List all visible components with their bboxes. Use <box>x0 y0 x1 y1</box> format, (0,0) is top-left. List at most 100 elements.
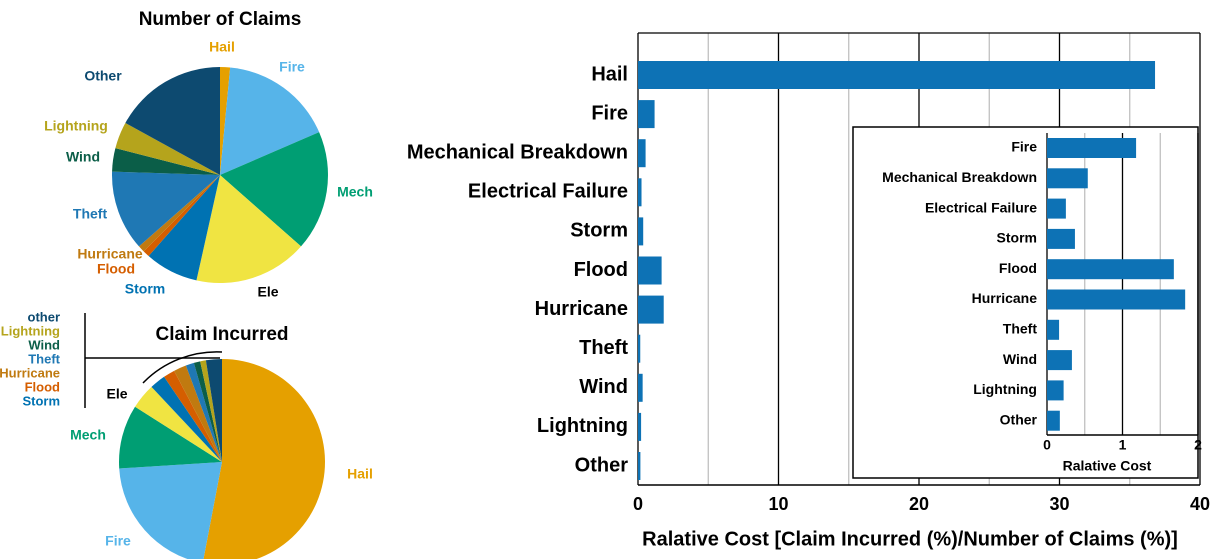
y-tick-label: Theft <box>579 337 628 359</box>
x-tick-label: 1 <box>1119 437 1127 453</box>
pie-label: Mech <box>70 427 106 443</box>
bar <box>638 139 646 168</box>
bar <box>1047 228 1075 249</box>
x-tick-label: 0 <box>1043 437 1051 453</box>
pie-label: Hail <box>209 39 235 55</box>
bar <box>1047 350 1072 371</box>
pie-slice <box>220 132 328 247</box>
bar <box>638 295 664 324</box>
pie-slice <box>220 67 320 175</box>
y-tick-label: Mechanical Breakdown <box>407 141 628 163</box>
pie-slice <box>200 360 222 462</box>
bar <box>1047 410 1060 431</box>
pie-label: Flood <box>25 379 60 394</box>
y-tick-label: Mechanical Breakdown <box>882 169 1037 185</box>
pie-slice <box>185 362 222 462</box>
pie-slice <box>196 175 302 283</box>
pie-label: Storm <box>22 393 60 408</box>
bar <box>638 334 641 363</box>
y-tick-label: Other <box>575 454 629 476</box>
pie-slice <box>115 122 220 175</box>
pie-slice <box>174 365 222 462</box>
pie-slice <box>148 175 220 281</box>
pie-label: Ele <box>257 284 278 300</box>
x-tick-label: 20 <box>909 494 929 514</box>
pie-slice <box>135 386 222 462</box>
pie-slice <box>118 406 222 469</box>
y-tick-label: Flood <box>999 260 1037 276</box>
pie-label: Wind <box>28 337 60 352</box>
bar <box>638 61 1156 89</box>
pie-title: Number of Claims <box>139 9 302 30</box>
pie-slice <box>119 462 222 559</box>
pie-slice <box>125 67 220 175</box>
bar <box>1047 380 1064 401</box>
y-tick-label: Fire <box>591 102 628 124</box>
pie-label: Theft <box>73 206 108 222</box>
y-tick-label: Electrical Failure <box>925 199 1037 215</box>
x-tick-label: 40 <box>1190 494 1210 514</box>
pie-slice <box>164 370 222 462</box>
x-axis-title: Ralative Cost <box>1063 458 1152 474</box>
y-tick-label: Fire <box>1011 139 1037 155</box>
pie-slice <box>138 175 220 252</box>
pie-label: Fire <box>105 533 131 549</box>
pie-label: Hurricane <box>0 365 60 380</box>
pie-label: Storm <box>125 281 165 297</box>
pie-label: Flood <box>97 261 135 277</box>
pie-label: Ele <box>106 386 127 402</box>
bar <box>638 100 655 129</box>
bar <box>638 412 642 441</box>
pie-label: other <box>28 309 61 324</box>
y-tick-label: Storm <box>570 220 628 242</box>
pie-slice <box>193 361 222 462</box>
pie-slice <box>112 171 220 247</box>
pie-label: Hurricane <box>77 246 143 262</box>
y-tick-label: Theft <box>1003 321 1038 337</box>
x-tick-label: 30 <box>1049 494 1069 514</box>
bar <box>1047 168 1088 189</box>
bar <box>638 178 642 207</box>
pie-slice <box>220 67 231 175</box>
x-tick-label: 0 <box>633 494 643 514</box>
y-tick-label: Hurricane <box>535 298 628 320</box>
y-tick-label: Hail <box>591 63 628 85</box>
x-axis-title: Ralative Cost [Claim Incurred (%)/Number… <box>642 528 1178 550</box>
pie-label: Hail <box>347 466 373 482</box>
pie-slice <box>203 359 325 559</box>
bar <box>638 373 643 402</box>
bar <box>1047 138 1137 158</box>
pie-label: Wind <box>66 149 100 165</box>
y-tick-label: Lightning <box>973 381 1037 397</box>
pie-label: Theft <box>28 351 60 366</box>
pie-label: Lightning <box>1 323 60 338</box>
pie-label: Mech <box>337 184 373 200</box>
bar <box>638 217 644 246</box>
bracket-arc <box>142 351 223 384</box>
pie-slice <box>112 148 220 175</box>
y-tick-label: Other <box>1000 411 1038 427</box>
bar <box>1047 289 1186 310</box>
pie-slice <box>143 175 220 257</box>
y-tick-label: Storm <box>997 230 1037 246</box>
bar <box>1047 259 1174 280</box>
y-tick-label: Wind <box>579 376 628 398</box>
pie-label: Lightning <box>44 118 108 134</box>
y-tick-label: Lightning <box>537 415 628 437</box>
pie-slice <box>205 359 222 462</box>
y-tick-label: Flood <box>574 259 628 281</box>
bar <box>638 256 662 285</box>
y-tick-label: Wind <box>1003 351 1037 367</box>
pie-slice <box>151 376 222 462</box>
bar <box>638 452 641 480</box>
x-tick-label: 2 <box>1194 437 1202 453</box>
bar <box>1047 319 1060 340</box>
pie-label: Other <box>84 68 122 84</box>
x-tick-label: 10 <box>768 494 788 514</box>
y-tick-label: Hurricane <box>972 290 1038 306</box>
y-tick-label: Electrical Failure <box>468 181 628 203</box>
bar <box>1047 198 1066 219</box>
pie-label: Fire <box>279 59 305 75</box>
pie-title: Claim Incurred <box>155 324 288 345</box>
